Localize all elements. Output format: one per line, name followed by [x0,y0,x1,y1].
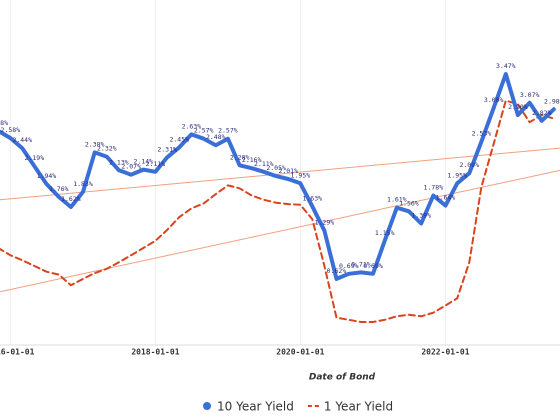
data-label: 1.56% [399,199,419,207]
x-tick-label: 2022-01-01 [421,348,469,357]
data-label: 2.90% [508,103,528,111]
data-label: 1.63% [302,194,322,202]
data-label: 2.11% [146,160,166,168]
x-axis-label: Date of Bond [309,373,376,383]
data-label: 2.82% [532,109,552,117]
data-label: 1.64% [436,194,456,202]
data-label: 2.14% [134,158,154,166]
x-tick-label: 2020-01-01 [276,348,324,357]
data-label: 2.58% [1,126,21,134]
data-label: 0.69% [339,262,359,270]
data-label: 2.57% [194,127,214,135]
data-label: 1.62% [61,195,81,203]
data-label: 3.47% [496,62,516,70]
data-label: 2.98% [544,97,560,105]
data-label: 2.19% [25,154,45,162]
data-label: 1.29% [315,219,335,227]
data-label: 1.94% [37,172,57,180]
data-label: 2.20% [230,153,250,161]
data-label: 1.61% [387,196,407,204]
data-label: 2.63% [182,122,202,130]
data-label: 2.38% [85,140,105,148]
x-tick-label: 2016-01-01 [0,348,35,357]
data-label: 1.83% [73,180,93,188]
legend-label: 10 Year Yield [217,400,294,414]
legend-swatch [203,402,211,410]
data-label: 2.16% [242,156,262,164]
trend-line [0,169,560,293]
legend-label: 1 Year Yield [324,400,393,414]
data-label: 2.05% [266,164,286,172]
x-tick-label: 2018-01-01 [131,348,179,357]
data-label: 0.62% [327,267,347,275]
data-label: 1.39% [411,212,431,220]
data-label: 1.95% [291,171,311,179]
data-label: 0.69% [363,262,383,270]
data-label: 2.13% [109,158,129,166]
data-label: 2.53% [472,130,492,138]
series-line [0,72,556,281]
data-label: 0.71% [351,260,371,268]
data-label: 2.31% [157,145,177,153]
data-label: 2.45% [169,135,189,143]
data-label: 1.95% [447,171,467,179]
data-label: 1.78% [424,184,444,192]
data-label: 3.00% [484,96,504,104]
data-label: 1.15% [375,229,395,237]
data-label: 2.07% [121,163,141,171]
data-label: 2.09% [459,161,479,169]
data-label: 2.48% [206,133,226,141]
data-label: 2.01% [278,167,298,175]
data-label: 1.76% [49,185,69,193]
data-label: 3.07% [520,91,540,99]
data-label: 2.11% [254,160,274,168]
data-label: 2.32% [97,145,117,153]
data-label: 2.57% [218,127,238,135]
trend-line [0,147,560,201]
series-line [0,99,555,323]
data-label: 2.68% [0,119,8,127]
data-label: 2.44% [12,136,32,144]
